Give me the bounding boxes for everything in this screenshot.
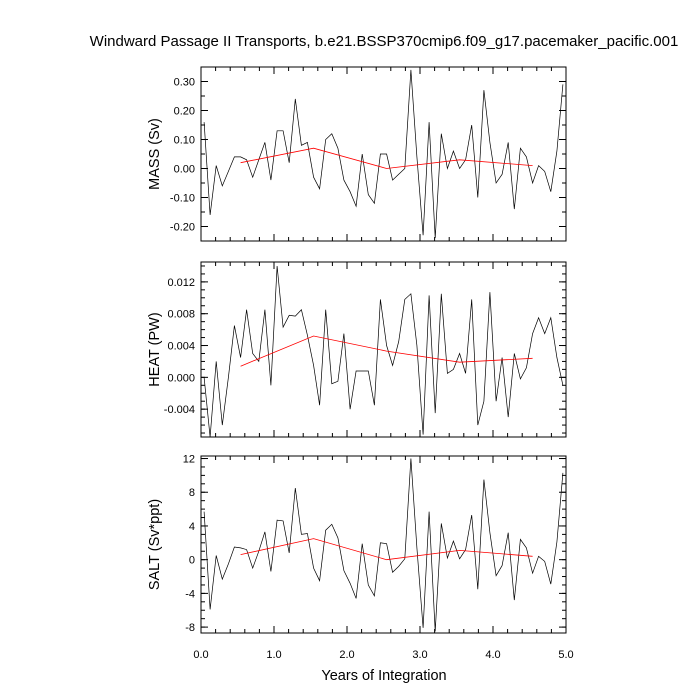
mass-ytick-label: 0.10 (174, 135, 195, 147)
mass-ytick-label: -0.20 (170, 222, 195, 234)
salt-xtick-label: 2.0 (339, 649, 354, 661)
salt-y-axis-label: SALT (Sv*ppt) (147, 499, 163, 590)
panel-heat: -0.004 0.000 0.004 0.008 0.012 HEAT (PW) (147, 261, 567, 438)
salt-xtick-label: 3.0 (412, 649, 427, 661)
heat-ytick-label: 0.012 (167, 277, 195, 289)
mass-monthly-series-line (203, 69, 564, 239)
x-axis-label: Years of Integration (321, 668, 446, 684)
salt-ytick-label: 12 (183, 454, 195, 466)
salt-monthly-series-line (203, 458, 564, 632)
salt-ytick-label: 8 (189, 487, 195, 499)
mass-ytick-label: 0.20 (174, 106, 195, 118)
salt-plot-frame (200, 455, 567, 634)
mass-annual-mean-trend-line (240, 147, 533, 169)
salt-ytick-label: -8 (185, 622, 195, 634)
salt-ytick-label: -4 (185, 588, 195, 600)
salt-xtick-label: 4.0 (485, 649, 500, 661)
mass-ytick-label: 0.00 (174, 164, 195, 176)
heat-monthly-series-line (203, 265, 564, 438)
heat-ytick-label: 0.000 (167, 372, 195, 384)
heat-y-axis-label: HEAT (PW) (147, 312, 163, 386)
heat-ytick-label: 0.004 (167, 341, 195, 353)
panel-salt: -8 -4 0 4 8 12 0.0 1.0 2.0 3.0 4.0 5.0 SALT (Sv*ppt) (147, 454, 574, 661)
heat-ytick-label: 0.008 (167, 309, 195, 321)
figure-title: Windward Passage II Transports, b.e21.BS… (90, 33, 679, 50)
salt-annual-mean-trend-line (240, 538, 533, 561)
salt-xtick-label: 1.0 (266, 649, 281, 661)
heat-ytick-label: -0.004 (164, 404, 195, 416)
heat-plot-frame (200, 261, 567, 438)
salt-xtick-label: 5.0 (558, 649, 573, 661)
mass-y-axis-label: MASS (Sv) (147, 118, 163, 190)
salt-ytick-label: 4 (189, 521, 195, 533)
salt-ytick-label: 0 (189, 555, 195, 567)
mass-ytick-label: -0.10 (170, 193, 195, 205)
mass-ytick-label: 0.30 (174, 77, 195, 89)
panel-mass: -0.20 -0.10 0.00 0.10 0.20 0.30 MASS (Sv) (147, 66, 567, 242)
heat-annual-mean-trend-line (240, 335, 533, 367)
salt-xtick-label: 0.0 (193, 649, 208, 661)
